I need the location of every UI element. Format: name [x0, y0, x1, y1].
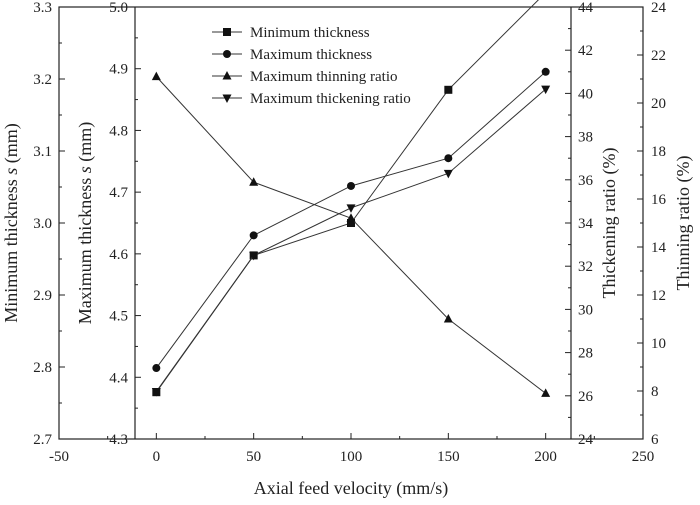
y-tick-label-right_inner: 26 — [578, 389, 594, 405]
y-tick-label-left_outer: 2.9 — [33, 288, 52, 304]
y-axis-title-minimum-thickness: Minimum thickness s (mm) — [1, 123, 22, 323]
y-tick-label-left_outer: 2.8 — [33, 360, 52, 376]
y-axis-title-maximum-thickness-part: Maximum thickness — [75, 173, 95, 324]
data-point-maximum-thickness — [444, 154, 453, 163]
y-tick-label-right_outer: 12 — [651, 288, 666, 304]
data-point-maximum-thickening-ratio — [541, 85, 551, 95]
y-tick-label-right_outer: 20 — [651, 96, 666, 112]
data-point-maximum-thinning-ratio — [541, 388, 551, 397]
data-point-maximum-thickening-ratio — [443, 169, 453, 179]
x-axis-title: Axial feed velocity (mm/s) — [254, 478, 448, 499]
x-tick-label: 150 — [437, 449, 460, 465]
y-tick-label-right_outer: 24 — [651, 0, 667, 16]
y-tick-label-left_inner: 5.0 — [109, 0, 128, 16]
y-tick-label-right_outer: 16 — [651, 192, 667, 208]
data-point-minimum-thickness — [347, 219, 355, 227]
data-point-maximum-thinning-ratio — [346, 213, 356, 222]
y-tick-label-left_inner: 4.8 — [109, 123, 128, 139]
legend-label-maximum-thinning-ratio: Maximum thinning ratio — [250, 69, 398, 85]
x-tick-label: 50 — [246, 449, 261, 465]
data-point-maximum-thinning-ratio — [249, 177, 259, 186]
data-point-maximum-thickening-ratio — [151, 387, 161, 397]
legend-label-minimum-thickness: Minimum thickness — [250, 25, 370, 41]
x-tick-label: 200 — [534, 449, 557, 465]
y-tick-label-right_inner: 38 — [578, 130, 593, 146]
y-tick-label-right_outer: 8 — [651, 384, 659, 400]
x-tick-label: -50 — [49, 449, 69, 465]
y-tick-label-left_inner: 4.6 — [109, 247, 128, 263]
data-point-maximum-thickening-ratio — [346, 204, 356, 213]
y-tick-label-right_outer: 18 — [651, 144, 666, 160]
y-axis-title-maximum-thickness-part: (mm) — [75, 122, 96, 167]
y-axis-title-maximum-thickness: Maximum thickness s (mm) — [75, 122, 96, 325]
y-axis-title-thinning-ratio: Thinning ratio (%) — [673, 156, 694, 291]
y-tick-label-right_inner: 24 — [578, 432, 594, 448]
data-point-maximum-thinning-ratio — [151, 71, 161, 81]
y-tick-label-left_outer: 3.3 — [33, 0, 52, 16]
y-tick-label-right_outer: 10 — [651, 336, 666, 352]
series-line-maximum-thickening-ratio — [155, 88, 546, 392]
y-axis-title-thickening-ratio: Thickening ratio (%) — [599, 148, 620, 299]
y-tick-label-left_inner: 4.5 — [109, 309, 128, 325]
y-tick-label-right_inner: 34 — [578, 216, 594, 232]
x-tick-label: 250 — [632, 449, 655, 465]
y-axis-title-minimum-thickness-part: Minimum thickness — [1, 175, 21, 323]
legend-marker-maximum-thickness — [223, 50, 231, 58]
data-point-maximum-thickness — [347, 181, 355, 190]
data-point-maximum-thickness — [249, 231, 258, 240]
y-tick-label-left_outer: 3.1 — [33, 144, 52, 160]
y-tick-label-right_inner: 30 — [578, 302, 593, 318]
data-point-maximum-thinning-ratio — [443, 314, 453, 323]
y-tick-label-left_inner: 4.7 — [109, 185, 128, 201]
y-tick-label-right_outer: 6 — [651, 432, 659, 448]
y-tick-label-left_outer: 2.7 — [33, 432, 52, 448]
y-tick-label-right_outer: 22 — [651, 48, 666, 64]
y-tick-label-left_inner: 4.3 — [109, 432, 128, 448]
y-tick-label-right_inner: 44 — [578, 0, 594, 16]
legend-label-maximum-thickening-ratio: Maximum thickening ratio — [250, 91, 411, 107]
y-tick-label-right_inner: 32 — [578, 259, 593, 275]
y-tick-label-right_outer: 14 — [651, 240, 667, 256]
y-tick-label-right_inner: 28 — [578, 346, 593, 362]
y-axis-title-minimum-thickness-part: s — [1, 168, 21, 175]
legend-marker-minimum-thickness — [223, 28, 231, 36]
y-tick-label-left_outer: 3.0 — [33, 216, 52, 232]
data-point-minimum-thickness — [444, 85, 453, 94]
y-tick-label-right_inner: 40 — [578, 86, 593, 102]
y-axis-title-maximum-thickness-part: s — [75, 166, 95, 173]
data-point-maximum-thickening-ratio — [249, 251, 259, 261]
y-tick-label-right_inner: 36 — [578, 173, 594, 189]
y-tick-label-left_inner: 4.4 — [109, 370, 128, 386]
x-tick-label: 100 — [340, 449, 363, 465]
y-tick-label-left_outer: 3.2 — [33, 72, 52, 88]
data-point-maximum-thickness — [152, 364, 161, 373]
legend-label-maximum-thickness: Maximum thickness — [250, 47, 372, 63]
x-tick-label: 0 — [153, 449, 161, 465]
data-point-maximum-thickness — [541, 67, 550, 76]
legend-marker-maximum-thinning-ratio — [222, 71, 232, 80]
y-axis-title-minimum-thickness-part: (mm) — [1, 123, 22, 168]
y-tick-label-right_inner: 42 — [578, 43, 593, 59]
y-tick-label-left_inner: 4.9 — [109, 62, 128, 78]
legend-marker-maximum-thickening-ratio — [222, 94, 232, 103]
